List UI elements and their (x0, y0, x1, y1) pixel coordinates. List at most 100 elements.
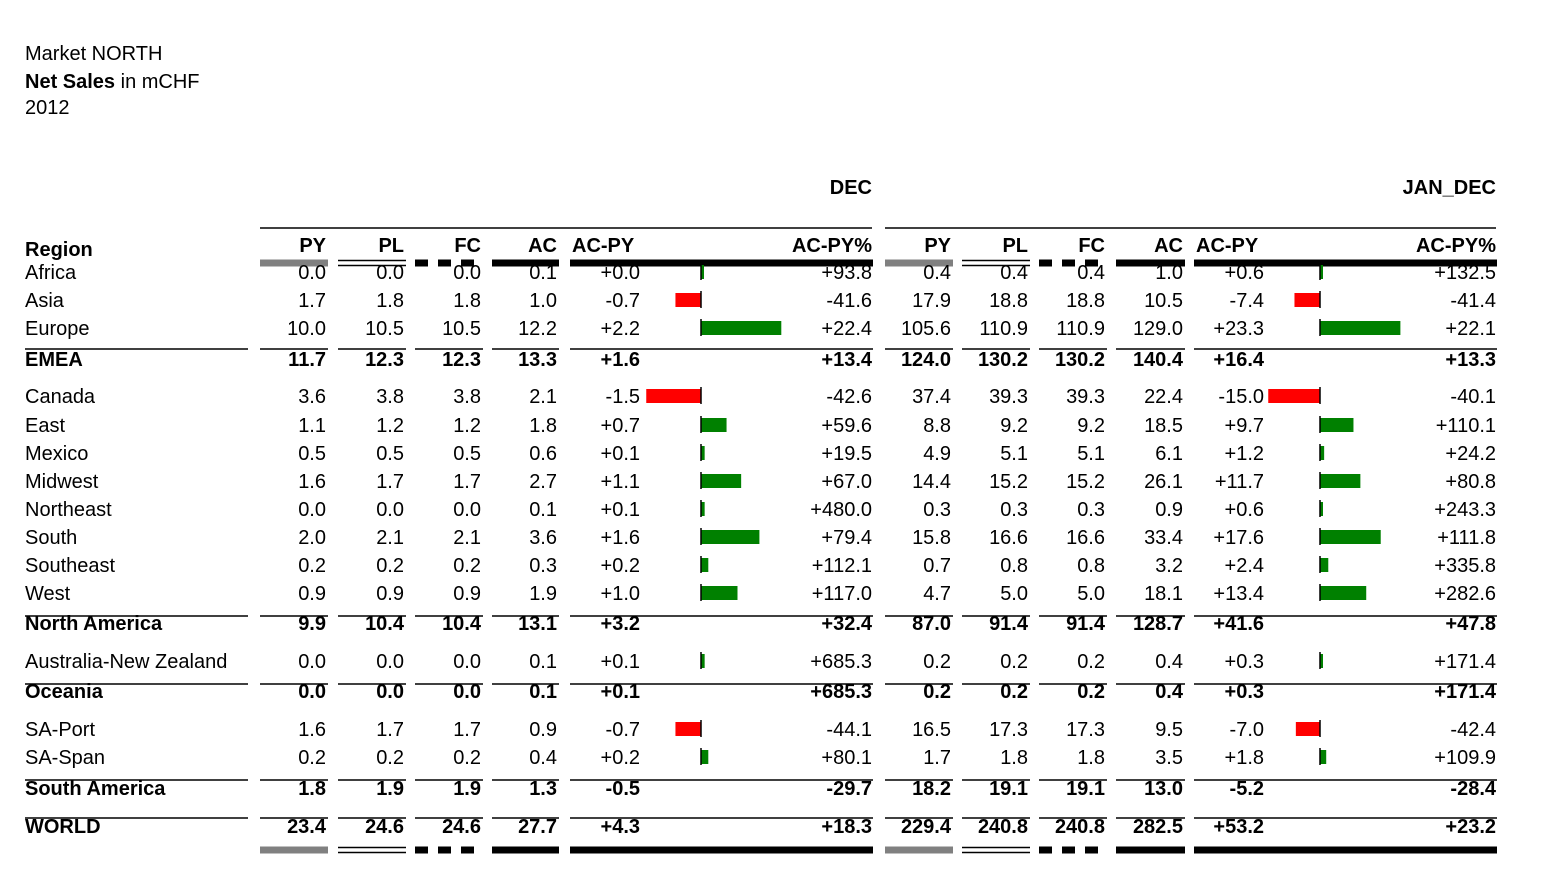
column-header-pl: PL (1002, 235, 1028, 257)
cell-ac-py: -7.4 (1230, 290, 1264, 312)
measure-title: Net Sales in mCHF (25, 69, 200, 95)
cell-py: 0.0 (298, 499, 326, 521)
cell-py: 0.2 (923, 651, 951, 673)
cell-ac-py-pct: -40.1 (1450, 386, 1496, 408)
cell-pl: 12.3 (365, 349, 404, 371)
cell-pl: 0.2 (1000, 651, 1028, 673)
cell-fc: 0.5 (453, 443, 481, 465)
cell-fc: 2.1 (453, 527, 481, 549)
cell-pl: 0.0 (376, 651, 404, 673)
column-header-ac-py: AC-PY (1196, 235, 1259, 257)
cell-ac-py: +0.2 (601, 555, 640, 577)
cell-pl: 0.2 (1000, 681, 1028, 703)
cell-ac-py: +2.4 (1225, 555, 1264, 577)
cell-fc: 17.3 (1066, 719, 1105, 741)
variance-bar (701, 654, 705, 668)
row-label: Midwest (25, 471, 99, 493)
cell-fc: 0.2 (1077, 651, 1105, 673)
variance-bar (701, 474, 742, 488)
cell-fc: 24.6 (442, 816, 481, 838)
cell-ac: 3.2 (1155, 555, 1183, 577)
cell-py: 0.3 (923, 499, 951, 521)
cell-ac: 0.1 (529, 499, 557, 521)
cell-ac-py: +4.3 (601, 816, 640, 838)
cell-ac-py-pct: +335.8 (1434, 555, 1496, 577)
cell-ac-py-pct: +110.1 (1436, 415, 1496, 437)
total-row-label: EMEA (25, 349, 83, 371)
cell-ac-py-pct: +59.6 (821, 415, 872, 437)
cell-ac-py-pct: +13.4 (821, 349, 872, 371)
cell-py: 15.8 (912, 527, 951, 549)
variance-bar (1320, 558, 1329, 572)
variance-bar (701, 586, 738, 600)
cell-py: 2.0 (298, 527, 326, 549)
cell-pl: 240.8 (978, 816, 1028, 838)
variance-bar (1268, 389, 1320, 403)
cell-ac-py: +0.3 (1225, 681, 1264, 703)
cell-ac-py-pct: +171.4 (1434, 681, 1497, 703)
cell-py: 4.9 (923, 443, 951, 465)
cell-ac-py-pct: +132.5 (1434, 262, 1496, 284)
cell-ac: 6.1 (1155, 443, 1183, 465)
cell-ac-py: +0.1 (601, 681, 640, 703)
cell-ac-py: +1.0 (601, 583, 640, 605)
cell-fc: 0.4 (1077, 262, 1105, 284)
cell-fc: 0.0 (453, 499, 481, 521)
cell-ac-py: +1.8 (1225, 747, 1264, 769)
cell-ac-py: +53.2 (1213, 816, 1264, 838)
cell-ac-py: +1.6 (601, 349, 640, 371)
cell-ac-py: +0.1 (601, 443, 640, 465)
cell-ac-py-pct: -41.4 (1450, 290, 1496, 312)
cell-py: 229.4 (901, 816, 952, 838)
cell-py: 0.4 (923, 262, 951, 284)
cell-py: 1.8 (298, 778, 326, 800)
cell-py: 0.0 (298, 262, 326, 284)
cell-ac-py-pct: +13.3 (1445, 349, 1496, 371)
cell-pl: 15.2 (989, 471, 1028, 493)
cell-py: 0.9 (298, 583, 326, 605)
cell-ac: 18.1 (1144, 583, 1183, 605)
cell-fc: 1.2 (453, 415, 481, 437)
cell-py: 16.5 (912, 719, 951, 741)
cell-ac: 2.7 (529, 471, 557, 493)
cell-py: 0.0 (298, 651, 326, 673)
cell-ac: 22.4 (1144, 386, 1183, 408)
cell-ac: 13.0 (1144, 778, 1183, 800)
cell-ac-py: -0.7 (606, 290, 640, 312)
variance-bar (1320, 530, 1381, 544)
cell-py: 17.9 (912, 290, 951, 312)
cell-ac-py: -7.0 (1230, 719, 1264, 741)
cell-pl: 1.9 (376, 778, 404, 800)
cell-ac-py: +16.4 (1213, 349, 1264, 371)
cell-fc: 0.2 (453, 555, 481, 577)
column-header-ac-py: AC-PY (572, 235, 635, 257)
measure-unit: in mCHF (115, 71, 200, 93)
cell-fc: 0.2 (453, 747, 481, 769)
cell-pl: 24.6 (365, 816, 404, 838)
cell-pl: 130.2 (978, 349, 1028, 371)
cell-ac: 9.5 (1155, 719, 1183, 741)
row-label: South (25, 527, 77, 549)
cell-ac: 0.9 (529, 719, 557, 741)
cell-fc: 110.9 (1056, 318, 1105, 340)
cell-pl: 39.3 (989, 386, 1028, 408)
cell-ac: 3.5 (1155, 747, 1183, 769)
cell-fc: 16.6 (1066, 527, 1105, 549)
cell-ac: 0.4 (1155, 651, 1183, 673)
cell-py: 0.2 (298, 747, 326, 769)
cell-ac-py-pct: -29.7 (826, 778, 872, 800)
variance-bar (1320, 418, 1354, 432)
cell-pl: 0.0 (376, 262, 404, 284)
cell-ac-py-pct: +79.4 (821, 527, 872, 549)
cell-py: 9.9 (298, 613, 326, 635)
cell-ac-py-pct: +480.0 (810, 499, 872, 521)
variance-bar (1320, 750, 1327, 764)
cell-ac: 27.7 (518, 816, 557, 838)
cell-ac-py-pct: +19.5 (821, 443, 872, 465)
row-label: Southeast (25, 555, 116, 577)
cell-fc: 9.2 (1077, 415, 1105, 437)
cell-ac-py-pct: +171.4 (1434, 651, 1496, 673)
cell-py: 11.7 (288, 349, 326, 371)
cell-fc: 1.7 (453, 719, 481, 741)
cell-ac: 18.5 (1144, 415, 1183, 437)
